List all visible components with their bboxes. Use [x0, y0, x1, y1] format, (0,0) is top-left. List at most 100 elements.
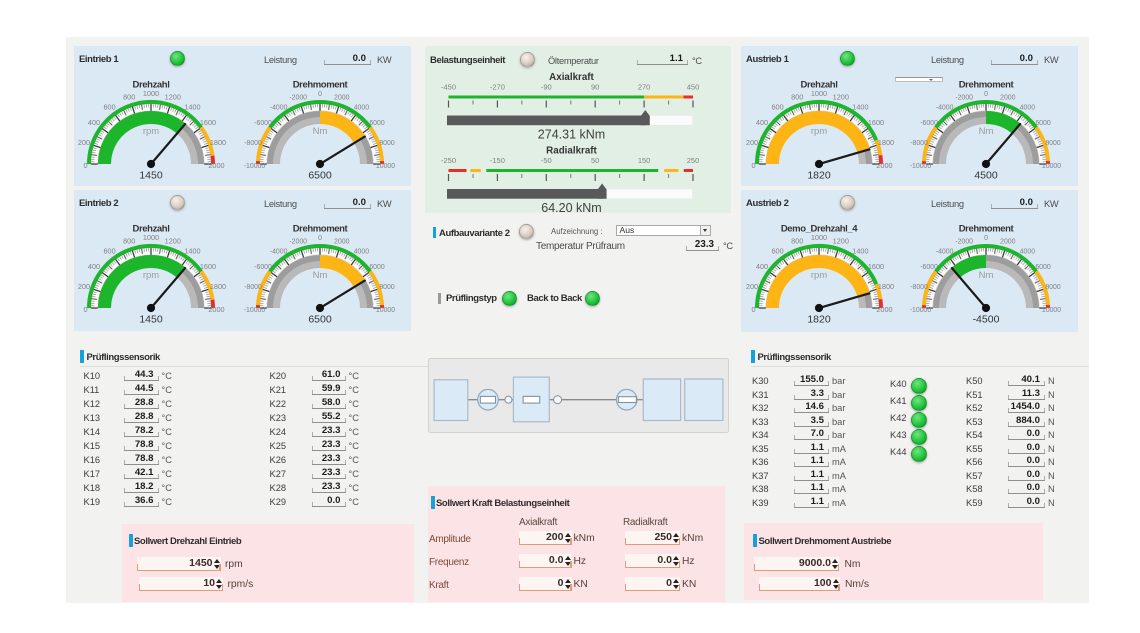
- svg-text:0: 0: [751, 305, 755, 314]
- svg-text:1600: 1600: [867, 262, 883, 271]
- svg-text:1600: 1600: [200, 262, 216, 271]
- svg-text:6500: 6500: [308, 313, 332, 325]
- svg-text:250: 250: [687, 156, 700, 165]
- svg-text:10000: 10000: [376, 307, 395, 314]
- svg-text:-50: -50: [541, 156, 552, 165]
- svg-text:0: 0: [984, 235, 988, 242]
- svg-text:1600: 1600: [200, 118, 216, 127]
- svg-text:2000: 2000: [334, 94, 349, 101]
- svg-text:Drehmoment: Drehmoment: [958, 79, 1014, 90]
- svg-text:1200: 1200: [832, 236, 848, 245]
- svg-text:400: 400: [755, 118, 767, 127]
- svg-text:4000: 4000: [1019, 104, 1034, 111]
- svg-text:6000: 6000: [369, 120, 384, 127]
- svg-text:1000: 1000: [143, 233, 159, 242]
- svg-text:1820: 1820: [807, 169, 831, 181]
- svg-text:8000: 8000: [379, 139, 394, 146]
- svg-text:4000: 4000: [1019, 248, 1034, 255]
- svg-text:2000: 2000: [334, 238, 349, 245]
- svg-text:-2000: -2000: [955, 238, 973, 245]
- svg-text:6000: 6000: [1035, 264, 1050, 271]
- svg-text:6500: 6500: [308, 169, 332, 181]
- svg-text:1820: 1820: [807, 313, 831, 325]
- svg-text:2000: 2000: [208, 161, 224, 170]
- svg-text:200: 200: [78, 281, 90, 290]
- svg-text:Drehmoment: Drehmoment: [958, 223, 1014, 234]
- svg-text:-6000: -6000: [920, 264, 938, 271]
- svg-text:800: 800: [123, 236, 135, 245]
- svg-text:6000: 6000: [1035, 120, 1050, 127]
- svg-text:1400: 1400: [184, 246, 200, 255]
- svg-text:274.31 kNm: 274.31 kNm: [538, 128, 605, 142]
- svg-text:800: 800: [791, 92, 803, 101]
- svg-text:-6000: -6000: [254, 264, 272, 271]
- svg-text:200: 200: [745, 281, 757, 290]
- svg-text:0: 0: [318, 235, 322, 242]
- svg-text:4000: 4000: [354, 104, 369, 111]
- svg-text:1000: 1000: [810, 233, 826, 242]
- svg-text:-4500: -4500: [972, 313, 999, 325]
- svg-text:-8000: -8000: [910, 283, 928, 290]
- svg-text:rpm: rpm: [143, 126, 159, 137]
- svg-text:0: 0: [83, 305, 87, 314]
- svg-text:-150: -150: [490, 156, 505, 165]
- svg-text:1800: 1800: [210, 281, 226, 290]
- svg-text:1200: 1200: [165, 92, 181, 101]
- svg-text:rpm: rpm: [810, 126, 826, 137]
- svg-text:400: 400: [88, 118, 100, 127]
- svg-text:-8000: -8000: [910, 139, 928, 146]
- svg-text:0: 0: [751, 161, 755, 170]
- svg-text:Nm: Nm: [313, 270, 328, 281]
- svg-text:-2000: -2000: [955, 94, 973, 101]
- svg-text:270: 270: [638, 83, 651, 92]
- svg-text:-10000: -10000: [909, 163, 931, 170]
- svg-text:800: 800: [791, 236, 803, 245]
- svg-text:Demo_Drehzahl_4: Demo_Drehzahl_4: [780, 223, 857, 234]
- svg-text:1200: 1200: [832, 92, 848, 101]
- svg-text:1000: 1000: [810, 89, 826, 98]
- svg-text:600: 600: [771, 102, 783, 111]
- svg-text:200: 200: [78, 137, 90, 146]
- svg-text:600: 600: [104, 102, 116, 111]
- svg-text:1200: 1200: [165, 236, 181, 245]
- svg-text:-6000: -6000: [254, 120, 272, 127]
- svg-text:1400: 1400: [852, 246, 868, 255]
- svg-text:Drehmoment: Drehmoment: [293, 223, 349, 234]
- svg-text:8000: 8000: [379, 283, 394, 290]
- svg-text:450: 450: [687, 83, 700, 92]
- svg-text:0: 0: [318, 91, 322, 98]
- svg-text:64.20 kNm: 64.20 kNm: [541, 201, 601, 213]
- svg-text:10000: 10000: [376, 163, 395, 170]
- svg-text:50: 50: [591, 156, 599, 165]
- svg-text:400: 400: [88, 262, 100, 271]
- svg-text:Nm: Nm: [978, 126, 993, 137]
- svg-text:Drehzahl: Drehzahl: [133, 79, 170, 90]
- svg-text:2000: 2000: [1000, 94, 1015, 101]
- svg-text:-10000: -10000: [244, 307, 266, 314]
- svg-text:-4000: -4000: [270, 248, 288, 255]
- svg-text:-450: -450: [441, 83, 456, 92]
- svg-text:1400: 1400: [184, 102, 200, 111]
- svg-text:Nm: Nm: [313, 126, 328, 137]
- svg-text:-90: -90: [541, 83, 552, 92]
- svg-text:1600: 1600: [867, 118, 883, 127]
- svg-text:-8000: -8000: [244, 139, 262, 146]
- svg-text:2000: 2000: [876, 305, 892, 314]
- svg-text:2000: 2000: [876, 161, 892, 170]
- svg-text:90: 90: [591, 83, 599, 92]
- svg-text:rpm: rpm: [143, 270, 159, 281]
- svg-text:-270: -270: [490, 83, 505, 92]
- svg-text:1800: 1800: [877, 281, 893, 290]
- svg-text:4500: 4500: [974, 169, 998, 181]
- svg-text:Drehmoment: Drehmoment: [293, 79, 349, 90]
- svg-text:-4000: -4000: [935, 104, 953, 111]
- svg-text:1000: 1000: [143, 89, 159, 98]
- svg-text:Drehzahl: Drehzahl: [133, 223, 170, 234]
- svg-text:2000: 2000: [208, 305, 224, 314]
- svg-text:0: 0: [83, 161, 87, 170]
- svg-text:150: 150: [638, 156, 651, 165]
- svg-text:Drehzahl: Drehzahl: [800, 79, 837, 90]
- svg-text:1800: 1800: [877, 137, 893, 146]
- svg-text:800: 800: [123, 92, 135, 101]
- svg-text:-2000: -2000: [289, 94, 307, 101]
